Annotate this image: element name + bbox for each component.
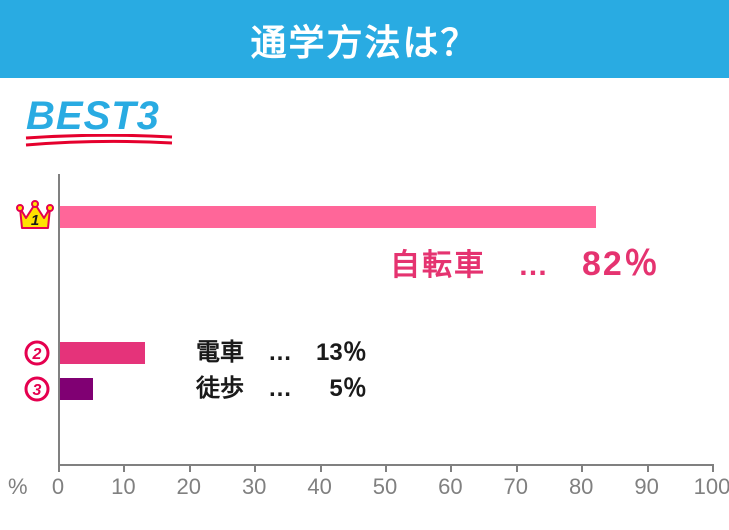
x-tick-label: 50 [373,474,397,500]
bar-label: 電車 … 13％ [196,332,367,367]
bar-name: 電車 [196,339,244,366]
bar-label: 徒歩 … 5％ [196,368,367,403]
chart-area: % 0 10 20 30 40 50 60 70 80 90 100 1 自転車 … 82％ 2 電車 …… [0,174,729,504]
bar-name: 徒歩 [196,375,244,402]
rank-circle-icon: 2 [24,340,50,371]
x-tick-label: 100 [694,474,729,500]
best3-badge: BEST3 [26,96,160,136]
x-tick-label: 60 [438,474,462,500]
x-tick [712,464,714,472]
best3-text: BEST3 [26,94,160,138]
best3-underline [24,134,174,148]
x-tick-label: 90 [634,474,658,500]
x-tick [581,464,583,472]
bar-label: 自転車 … 82％ [390,236,660,285]
x-tick [254,464,256,472]
x-tick [189,464,191,472]
x-tick-label: 0 [52,474,64,500]
bar [60,378,93,400]
svg-text:2: 2 [32,346,42,363]
crown-icon: 1 [16,198,54,237]
header: 通学方法は？ [0,0,729,78]
bar-name: 自転車 [390,249,486,282]
dots: … [244,339,316,366]
page-title: 通学方法は？ [0,14,729,66]
x-tick-label: 20 [177,474,201,500]
x-tick [320,464,322,472]
x-tick [516,464,518,472]
svg-text:3: 3 [33,382,42,399]
x-tick [58,464,60,472]
bar-value: 82％ [582,245,660,283]
x-tick-label: 70 [504,474,528,500]
x-tick [450,464,452,472]
bar-value: 13％ [316,339,367,366]
dots: … [486,249,582,282]
dots: … [244,375,316,402]
x-tick-label: 30 [242,474,266,500]
x-tick-label: 10 [111,474,135,500]
x-tick-label: 40 [307,474,331,500]
bar [60,206,596,228]
svg-text:1: 1 [31,212,39,229]
root: 通学方法は？ BEST3 % 0 10 20 30 40 50 60 70 80 90 100 1 自… [0,0,729,530]
x-tick [385,464,387,472]
x-tick [647,464,649,472]
pct-axis-label: % [8,474,28,500]
x-tick-label: 80 [569,474,593,500]
bar-value: 5％ [316,375,367,402]
x-tick [123,464,125,472]
bar [60,342,145,364]
rank-circle-icon: 3 [24,376,50,407]
